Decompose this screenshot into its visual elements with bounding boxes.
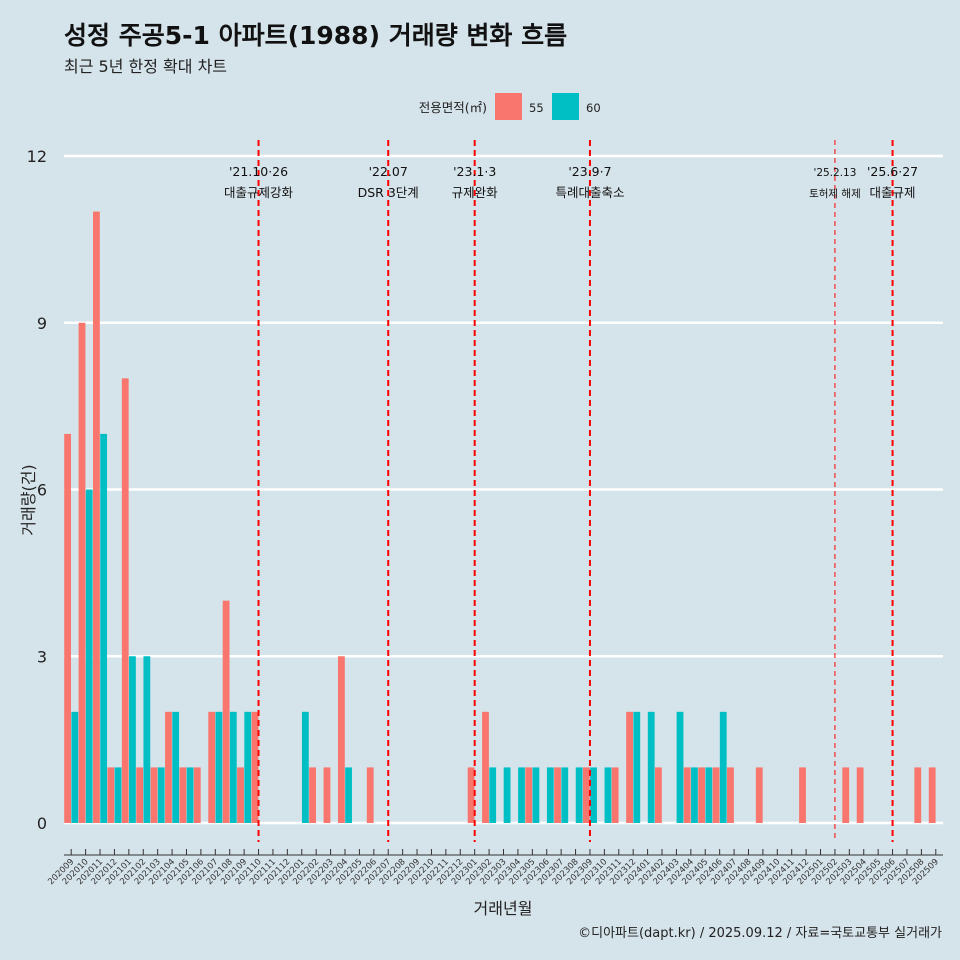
bar-55-202412 [799,767,806,823]
y-tick-label: 6 [37,481,47,500]
bar-55-202009 [64,433,71,823]
bar-55-202302 [482,711,489,823]
bar-55-202012 [107,767,115,823]
bar-60-202406 [719,711,727,823]
event-date-label: '25.2.13 [813,167,856,179]
y-axis-title: 거래량(건) [19,464,38,535]
bar-55-202011 [93,211,100,823]
bar-55-202402 [655,767,662,823]
bar-55-202103 [150,767,158,823]
legend-swatch-60 [552,93,579,120]
event-date-label: '21.10·26 [229,164,288,179]
event-date-label: '23.9·7 [568,164,611,179]
bar-60-202312 [633,711,641,823]
event-name-label: 특례대출축소 [555,185,624,200]
bar-60-202107 [215,711,223,823]
bar-60-202302 [489,767,497,823]
legend-label-60: 60 [586,101,601,115]
bar-55-202311 [611,767,619,823]
bar-60-202104 [172,711,180,823]
bar-55-202108 [222,600,230,823]
bar-55-202405 [698,767,706,823]
bar-55-202508 [914,767,922,823]
y-tick-label: 12 [27,147,47,166]
bar-60-202305 [532,767,540,823]
bar-60-202308 [575,767,583,823]
bar-55-202101 [121,378,129,823]
bar-55-202206 [366,767,374,823]
bar-55-202203 [323,767,331,823]
bar-55-202305 [525,767,533,823]
bar-55-202202 [309,767,316,823]
bar-55-202010 [78,322,86,823]
event-date-label: '22.07 [369,164,408,179]
bar-55-202102 [136,767,144,823]
bar-55-202509 [928,767,936,823]
bar-55-202307 [554,767,561,823]
bar-55-202404 [683,767,691,823]
bar-60-202010 [85,489,93,823]
bar-60-202012 [114,767,122,823]
bar-60-202105 [186,767,194,823]
legend-swatch-55 [495,93,522,120]
y-tick-label: 9 [37,314,47,333]
bar-60-202404 [691,767,698,823]
bar-55-202503 [842,767,850,823]
bar-55-202109 [237,767,244,823]
y-tick-label: 3 [37,647,47,666]
bar-55-202504 [856,767,864,823]
event-name-label: 규제완화 [452,185,499,200]
x-axis-title: 거래년월 [474,899,533,918]
bar-60-202304 [518,767,525,823]
bar-55-202312 [626,711,633,823]
bar-60-202101 [129,656,136,823]
bar-60-202103 [157,767,165,823]
event-date-label: '23.1·3 [453,164,496,179]
chart-title: 성정 주공5-1 아파트(1988) 거래량 변화 흐름 [64,21,568,50]
bar-55-202104 [165,711,172,823]
bar-55-202107 [208,711,216,823]
bar-55-202204 [337,656,345,823]
bar-55-202407 [727,767,734,823]
source-caption: ©디아파트(dapt.kr) / 2025.09.12 / 자료=국토교통부 실… [578,926,942,941]
y-tick-label: 0 [37,814,47,833]
bar-60-202108 [229,711,237,823]
bar-55-202406 [712,767,720,823]
bar-60-202109 [244,711,252,823]
bar-60-202011 [100,433,108,823]
event-name-label: 토허제 해제 [809,187,861,200]
bar-60-202303 [503,767,511,823]
bar-55-202409 [755,767,763,823]
bar-60-202401 [647,711,655,823]
bar-60-202307 [561,767,569,823]
bar-60-202204 [345,767,352,823]
chart-subtitle: 최근 5년 한정 확대 차트 [64,57,228,76]
event-name-label: 대출규제강화 [224,185,294,200]
legend-label-55: 55 [529,101,544,115]
bar-60-202102 [143,656,151,823]
bar-60-202310 [604,767,612,823]
legend-title: 전용면적(㎡) [419,100,487,115]
event-name-label: 대출규제 [870,185,916,200]
event-date-label: '25.6·27 [867,164,918,179]
bar-60-202009 [71,711,79,823]
bar-60-202309 [590,767,597,823]
bar-55-202110 [251,711,259,823]
bar-60-202306 [546,767,554,823]
bar-55-202106 [193,767,201,823]
bar-55-202301 [467,767,475,823]
bar-55-202309 [582,767,590,823]
bar-55-202105 [179,767,187,823]
event-name-label: DSR 3단계 [358,185,419,200]
bar-60-202201 [301,711,309,823]
bar-60-202403 [676,711,684,823]
bar-60-202405 [705,767,713,823]
